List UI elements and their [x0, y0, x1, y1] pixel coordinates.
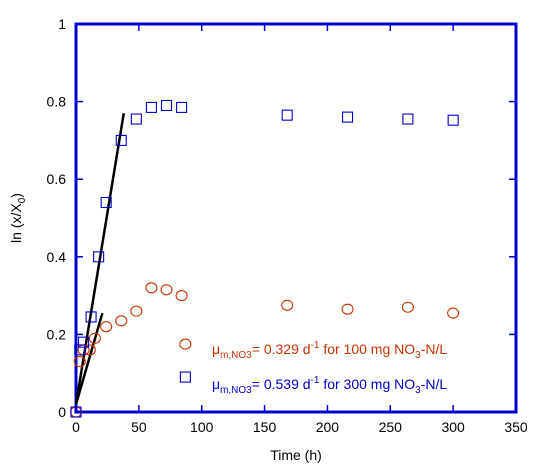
data-point-circle	[73, 356, 86, 368]
data-point-circle	[115, 315, 128, 327]
y-axis-label-sub: 0	[17, 197, 28, 203]
data-point-circle	[401, 301, 414, 313]
y-tick-label: 0.6	[47, 171, 67, 187]
data-series	[69, 99, 460, 418]
annotation-300mg-exp: -1	[311, 375, 320, 386]
data-point-square	[74, 344, 86, 356]
data-point-square	[115, 134, 127, 146]
annotation-300mg-tail: -N/L	[421, 376, 448, 392]
x-tick-label: 300	[441, 419, 465, 435]
fit-line	[74, 113, 126, 405]
y-tick-label: 1	[58, 16, 66, 32]
data-point-circle	[281, 299, 294, 311]
x-axis-ticks: 0 50 100 150 200 250 300 350	[72, 24, 528, 435]
annotation-300mg-no3-sub: 3	[415, 385, 421, 396]
annotation-100mg-no3-sub: 3	[415, 350, 421, 361]
data-point-square	[160, 99, 173, 112]
x-tick-label: 0	[72, 419, 80, 435]
data-point-square	[179, 371, 191, 383]
annotation-100mg-mid: for 100 mg NO	[319, 341, 415, 357]
annotation-300mg-mid: for 300 mg NO	[319, 376, 415, 392]
x-tick-label: 200	[316, 419, 340, 435]
data-point-circle	[341, 303, 354, 315]
data-point-circle	[130, 305, 143, 317]
y-axis-label: ln (x/X0)	[8, 193, 28, 243]
data-point-square	[85, 311, 97, 323]
x-tick-label: 250	[379, 419, 403, 435]
data-point-square	[176, 101, 188, 113]
annotation-100mg-mu-sub: m,NO3	[220, 350, 252, 361]
annotation-100mg-exp: -1	[311, 340, 320, 351]
y-tick-label: 0.2	[47, 326, 67, 342]
x-tick-label: 150	[253, 419, 277, 435]
y-tick-label: 0.4	[47, 249, 67, 265]
x-tick-label: 350	[504, 419, 528, 435]
annotation-300mg-value: = 0.539 d	[252, 376, 311, 392]
annotation-300mg-mu-sub: m,NO3	[220, 385, 252, 396]
annotation-300mg-mu: μ	[212, 376, 220, 392]
data-point-square	[402, 113, 414, 125]
data-point-circle	[160, 284, 173, 296]
annotation-300mg: μm,NO3= 0.539 d-1 for 300 mg NO3-N/L	[212, 375, 447, 396]
x-axis-label: Time (h)	[270, 447, 322, 463]
annotation-100mg-value: = 0.329 d	[252, 341, 311, 357]
data-point-circle	[88, 332, 101, 344]
data-point-circle	[100, 321, 113, 333]
y-axis-ticks: 0 0.2 0.4 0.6 0.8 1	[47, 16, 516, 420]
y-tick-label: 0.8	[47, 94, 67, 110]
y-axis-label-main: ln (x/X	[8, 203, 24, 243]
data-point-square	[70, 406, 82, 418]
annotation-100mg-tail: -N/L	[421, 341, 448, 357]
data-point-square	[93, 251, 105, 263]
annotation-100mg-mu: μ	[212, 341, 220, 357]
data-point-circle	[175, 290, 188, 302]
data-point-square	[447, 114, 459, 126]
data-point-square	[281, 109, 293, 121]
data-point-square	[145, 101, 157, 113]
y-axis-label-tail: )	[8, 193, 24, 198]
fit-line	[74, 312, 104, 405]
annotation-100mg: μm,NO3= 0.329 d-1 for 100 mg NO3-N/L	[212, 340, 447, 361]
data-point-circle	[145, 282, 158, 294]
plot-frame	[74, 22, 518, 414]
data-point-square	[130, 113, 142, 125]
x-tick-label: 50	[131, 419, 147, 435]
data-point-circle	[179, 338, 192, 350]
data-point-circle	[447, 307, 460, 319]
data-point-square	[77, 336, 90, 348]
x-tick-label: 100	[190, 419, 214, 435]
data-point-square	[341, 111, 354, 123]
y-tick-label: 0	[58, 404, 66, 420]
fit-lines	[74, 113, 126, 405]
data-point-square	[100, 196, 112, 209]
